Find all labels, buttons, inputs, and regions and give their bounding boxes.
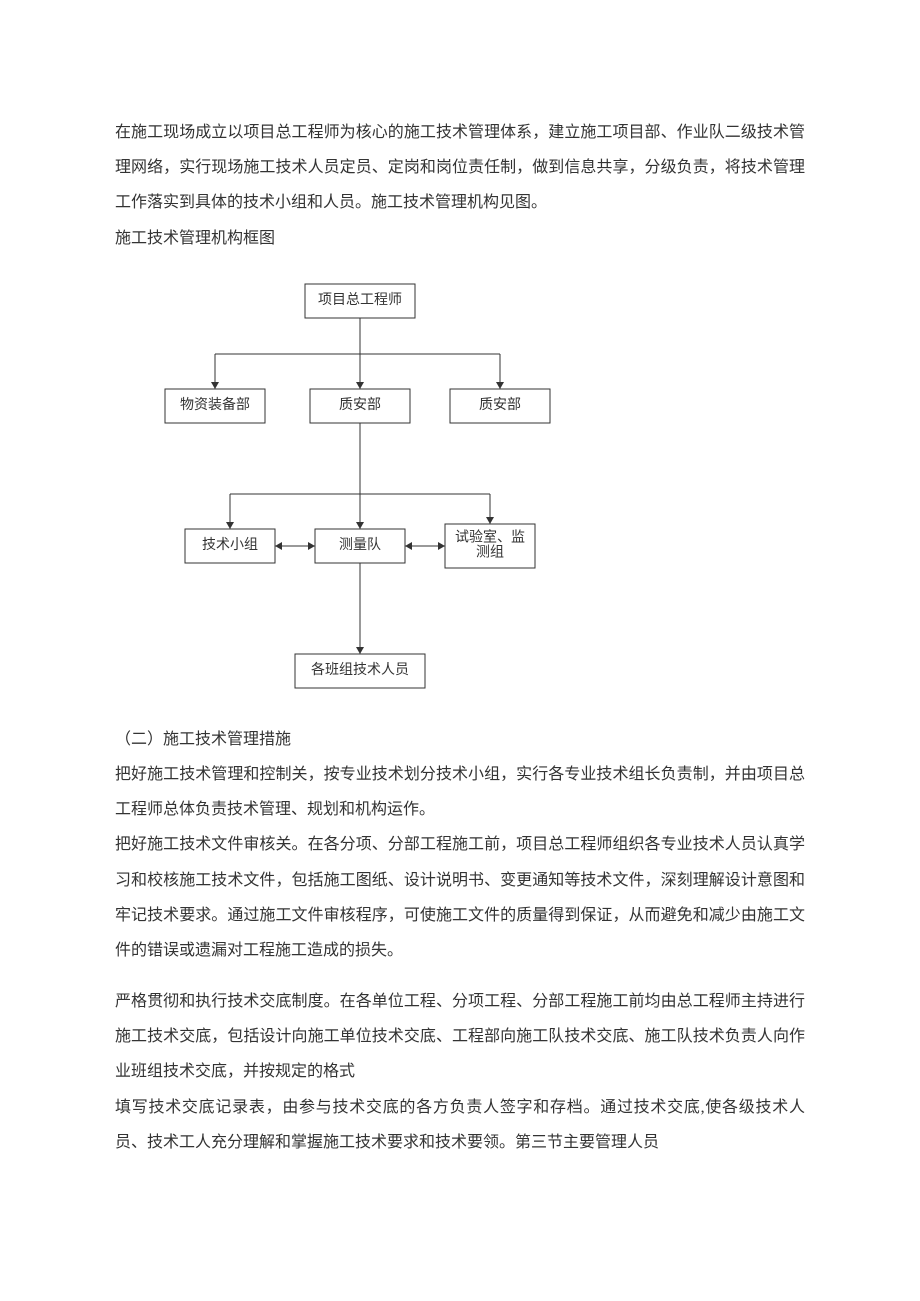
heading-section-2: （二）施工技术管理措施 xyxy=(115,722,805,757)
paragraph-5: 填写技术交底记录表，由参与技术交底的各方负责人签字和存档。通过技术交底,使各级技… xyxy=(115,1090,805,1160)
paragraph-intro: 在施工现场成立以项目总工程师为核心的施工技术管理体系，建立施工项目部、作业队二级… xyxy=(115,115,805,221)
svg-text:技术小组: 技术小组 xyxy=(202,537,258,553)
paragraph-2: 把好施工技术管理和控制关，按专业技术划分技术小组，实行各专业技术组长负责制，并由… xyxy=(115,757,805,827)
svg-text:各班组技术人员: 各班组技术人员 xyxy=(311,662,409,678)
svg-text:测组: 测组 xyxy=(476,544,504,560)
svg-text:项目总工程师: 项目总工程师 xyxy=(318,292,402,308)
svg-text:试验室、监: 试验室、监 xyxy=(455,528,525,545)
document-page: 在施工现场成立以项目总工程师为核心的施工技术管理体系，建立施工项目部、作业队二级… xyxy=(0,0,920,1220)
svg-text:质安部: 质安部 xyxy=(479,397,521,413)
paragraph-3: 把好施工技术文件审核关。在各分项、分部工程施工前，项目总工程师组织各专业技术人员… xyxy=(115,827,805,968)
blank-line xyxy=(115,968,805,984)
svg-text:测量队: 测量队 xyxy=(339,537,381,553)
paragraph-diagram-caption: 施工技术管理机构框图 xyxy=(115,221,805,256)
paragraph-4: 严格贯彻和执行技术交底制度。在各单位工程、分项工程、分部工程施工前均由总工程师主… xyxy=(115,984,805,1090)
svg-text:物资装备部: 物资装备部 xyxy=(180,396,250,413)
org-flowchart: 项目总工程师物资装备部 质安部 质安部技术小组 测量队 试验室、监测组各班组技术人员 xyxy=(145,274,565,704)
svg-text:质安部: 质安部 xyxy=(339,397,381,413)
